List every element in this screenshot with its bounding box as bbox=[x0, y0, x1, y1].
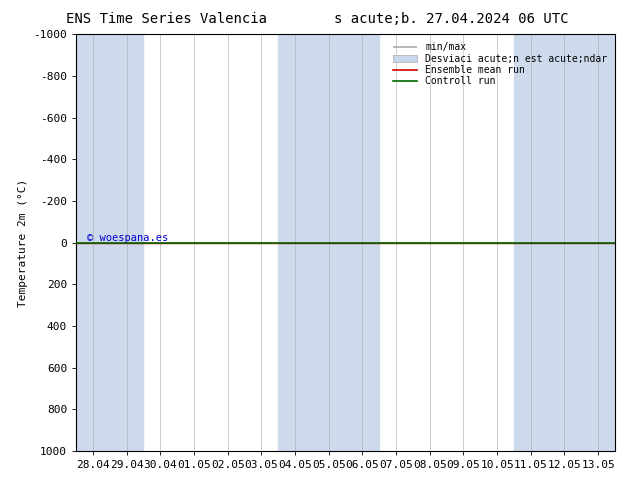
Bar bbox=[278, 34, 379, 451]
Legend: min/max, Desviaci acute;n est acute;ndar, Ensemble mean run, Controll run: min/max, Desviaci acute;n est acute;ndar… bbox=[390, 39, 610, 89]
Text: © woespana.es: © woespana.es bbox=[87, 233, 168, 244]
Y-axis label: Temperature 2m (°C): Temperature 2m (°C) bbox=[18, 178, 28, 307]
Bar bbox=[514, 34, 615, 451]
Bar bbox=[76, 34, 143, 451]
Text: ENS Time Series Valencia        s acute;b. 27.04.2024 06 UTC: ENS Time Series Valencia s acute;b. 27.0… bbox=[66, 12, 568, 26]
